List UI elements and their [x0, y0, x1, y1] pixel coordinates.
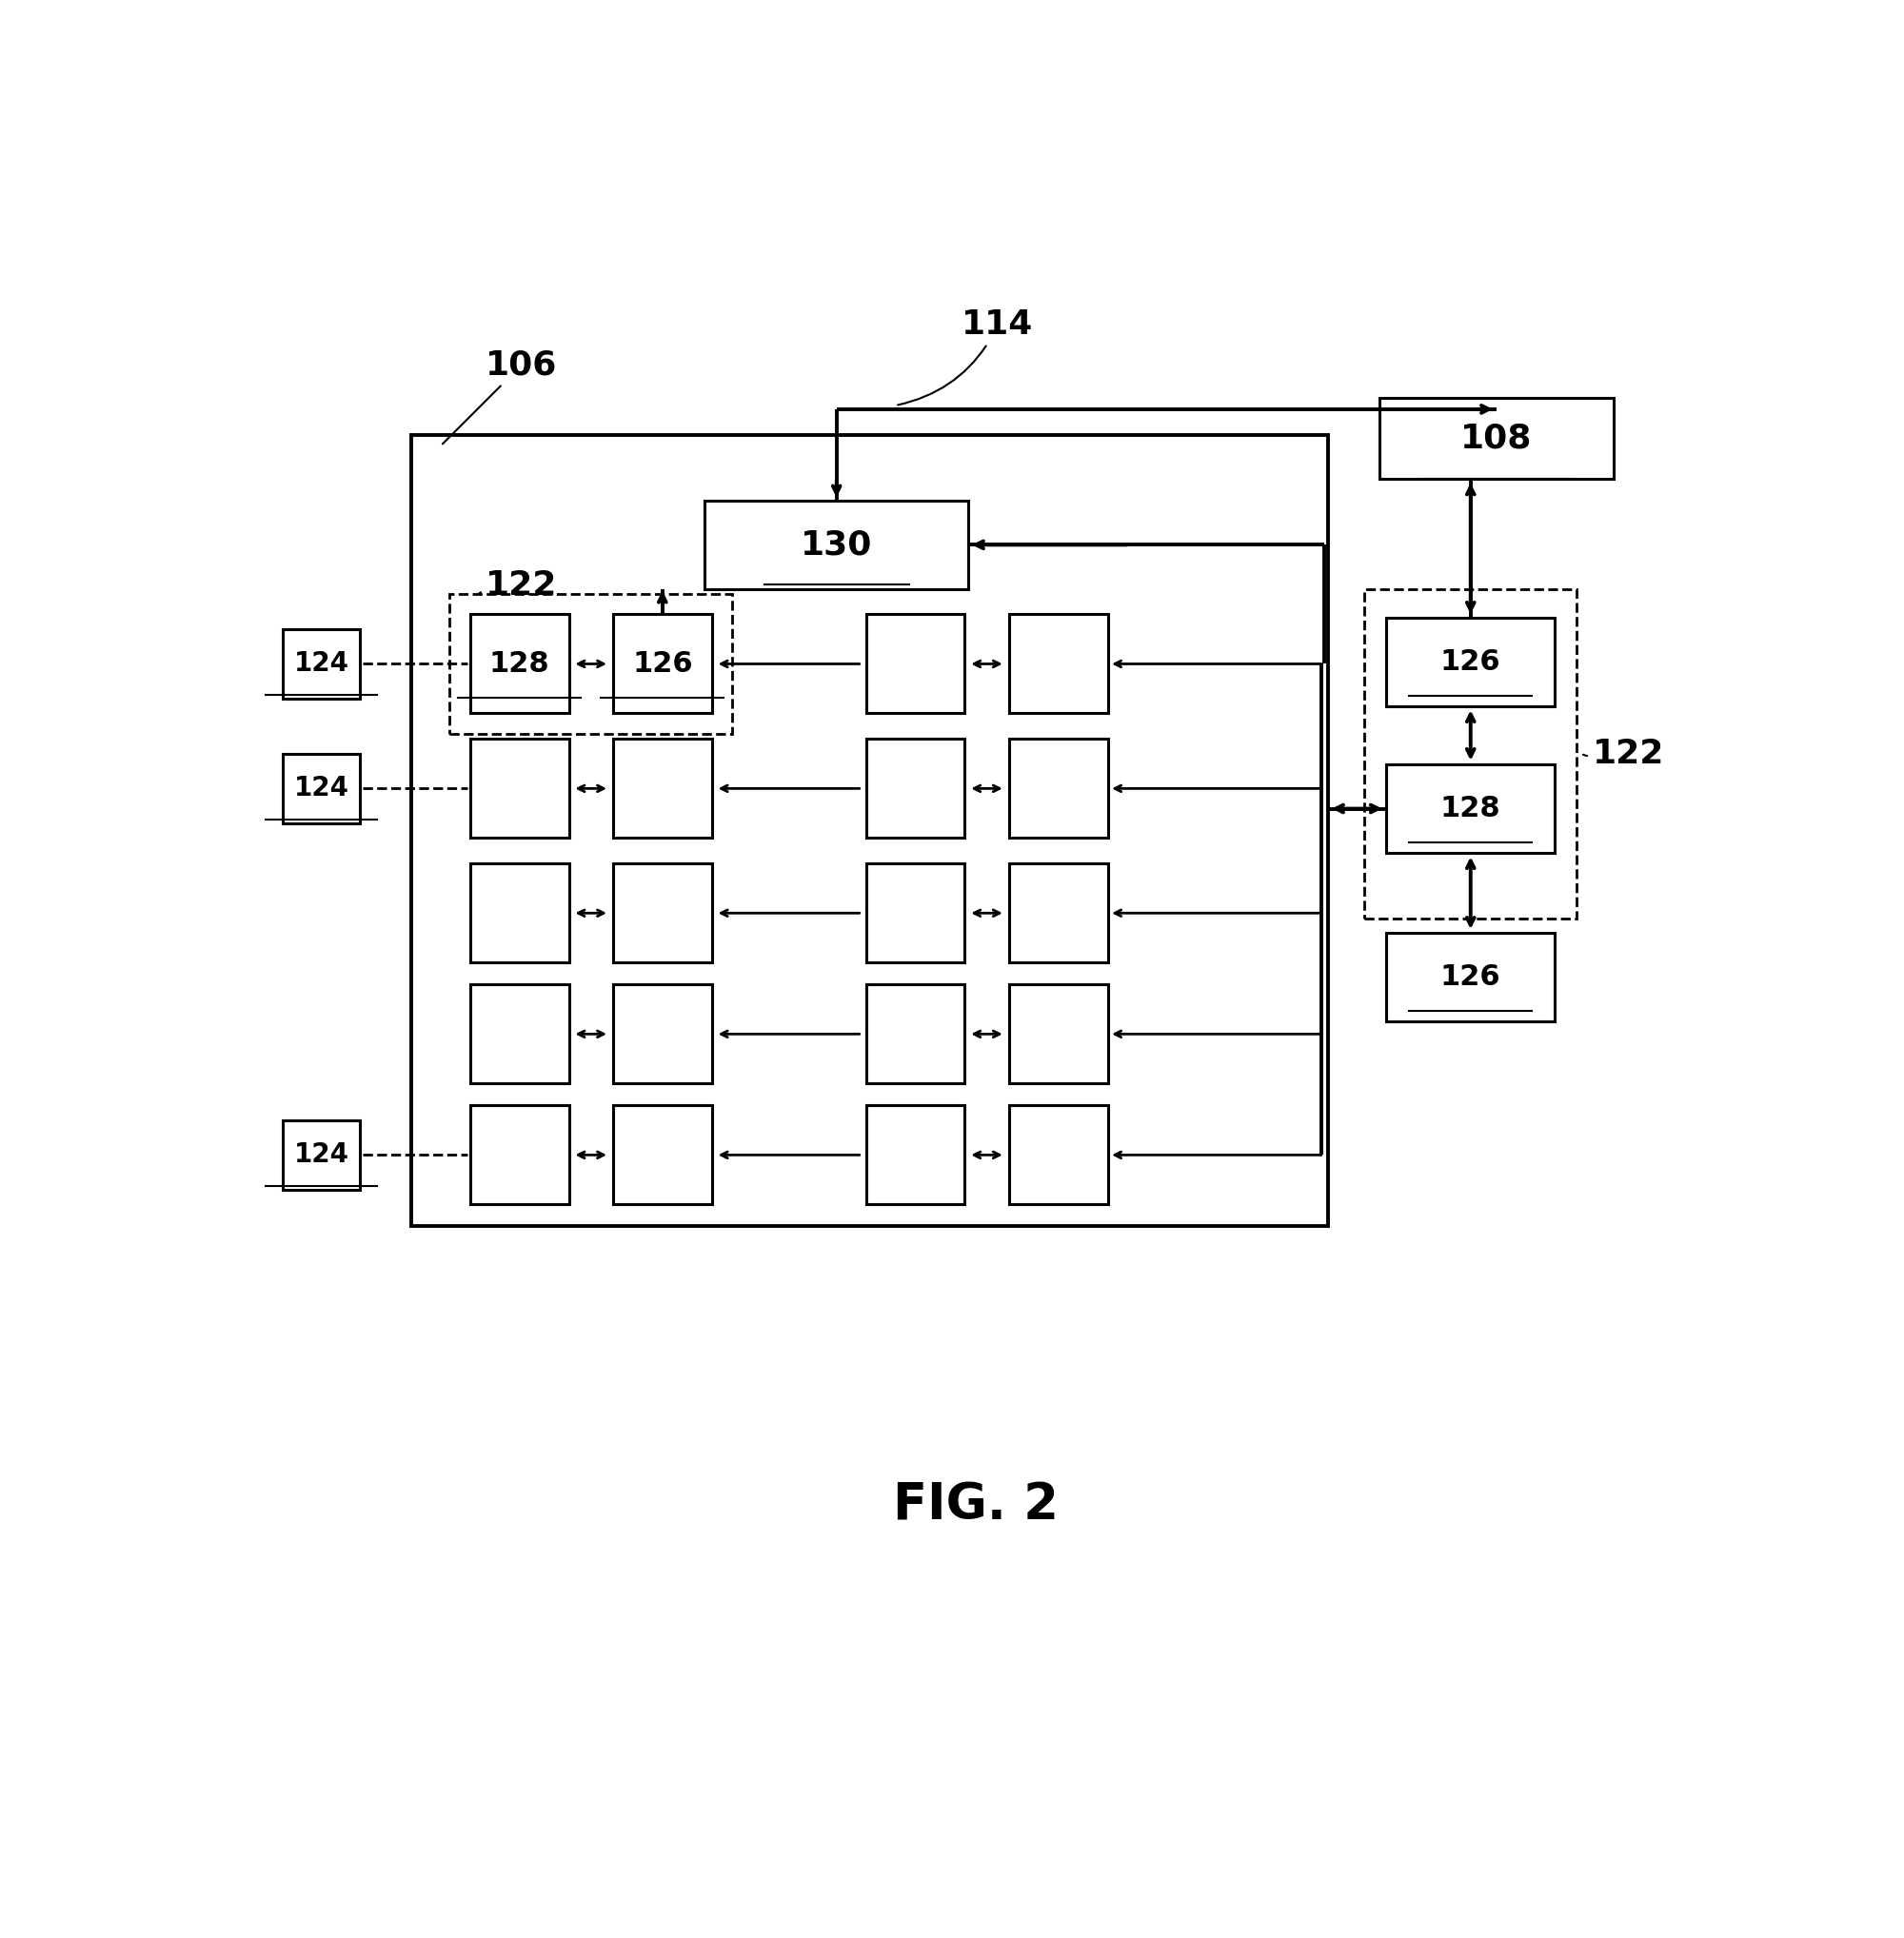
- Text: 128: 128: [489, 649, 550, 678]
- Bar: [411, 434, 1327, 1227]
- Bar: [1009, 614, 1108, 713]
- Text: 114: 114: [899, 308, 1034, 405]
- Bar: [613, 864, 712, 963]
- Bar: [1009, 864, 1108, 963]
- Bar: [866, 864, 965, 963]
- Bar: [866, 1105, 965, 1203]
- Bar: [284, 630, 360, 700]
- Bar: [866, 738, 965, 837]
- Text: 128: 128: [1439, 795, 1500, 822]
- Text: 108: 108: [1460, 422, 1533, 455]
- Bar: [470, 864, 569, 963]
- Bar: [1009, 1105, 1108, 1203]
- Bar: [613, 985, 712, 1083]
- Text: 106: 106: [442, 349, 558, 444]
- Bar: [866, 985, 965, 1083]
- Bar: [470, 614, 569, 713]
- Bar: [1009, 738, 1108, 837]
- Bar: [1386, 766, 1556, 853]
- Text: 122: 122: [478, 570, 558, 601]
- Bar: [470, 1105, 569, 1203]
- Text: 124: 124: [293, 775, 348, 802]
- Text: 126: 126: [632, 649, 693, 678]
- Bar: [704, 500, 969, 589]
- Bar: [449, 593, 733, 735]
- Bar: [613, 614, 712, 713]
- Bar: [613, 1105, 712, 1203]
- Bar: [1378, 397, 1613, 479]
- Bar: [1365, 589, 1577, 919]
- Text: 122: 122: [1582, 738, 1664, 769]
- Bar: [284, 754, 360, 824]
- Bar: [1386, 934, 1556, 1021]
- Bar: [284, 1120, 360, 1190]
- Bar: [470, 985, 569, 1083]
- Bar: [866, 614, 965, 713]
- Bar: [470, 738, 569, 837]
- Text: 130: 130: [802, 529, 872, 560]
- Text: FIG. 2: FIG. 2: [893, 1481, 1059, 1529]
- Text: 126: 126: [1439, 647, 1500, 676]
- Text: 124: 124: [293, 1141, 348, 1169]
- Bar: [1009, 985, 1108, 1083]
- Text: 124: 124: [293, 651, 348, 676]
- Bar: [1386, 618, 1556, 705]
- Bar: [613, 738, 712, 837]
- Text: 126: 126: [1439, 963, 1500, 990]
